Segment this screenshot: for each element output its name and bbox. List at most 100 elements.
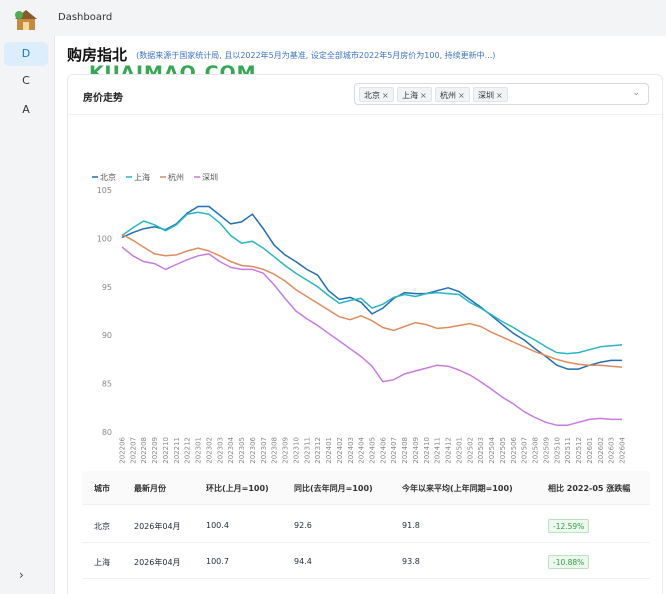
col-city: 城市	[94, 484, 110, 493]
page-title: 购房指北	[67, 46, 128, 64]
city-tag-shenzhen[interactable]: 深圳 ×	[473, 87, 508, 102]
x-tick-label: 202405	[369, 437, 377, 464]
x-tick-label: 202309	[282, 437, 290, 464]
main-content: 购房指北 (数据来源于国家统计局, 且以2022年5月为基准, 设定全部城市20…	[54, 36, 666, 594]
x-tick-label: 202505	[499, 437, 507, 464]
city-tag-beijing[interactable]: 北京 ×	[359, 87, 394, 102]
card-title: 房价走势	[83, 93, 123, 104]
col-ytd: 今年以来平均(上年同期=100)	[402, 484, 513, 493]
change-badge: -12.59%	[548, 519, 590, 533]
sidebar-item-a[interactable]: A	[22, 103, 30, 116]
x-tick-label: 202512	[575, 437, 583, 464]
row-mom: 100.7	[206, 557, 229, 566]
x-tick-label: 202601	[586, 437, 594, 464]
col-month: 最新月份	[134, 484, 166, 493]
row-ytd: 91.8	[402, 521, 420, 530]
x-tick-label: 202311	[303, 437, 311, 464]
row-yoy: 92.6	[294, 521, 312, 530]
title-row: 购房指北 (数据来源于国家统计局, 且以2022年5月为基准, 设定全部城市20…	[67, 44, 666, 65]
x-tick-label: 202210	[162, 437, 170, 464]
x-tick-label: 202511	[564, 437, 572, 464]
close-icon[interactable]: ×	[382, 91, 389, 100]
series-line-1	[121, 211, 623, 355]
row-month: 2026年04月	[134, 522, 181, 531]
x-tick-label: 202209	[151, 437, 159, 464]
breadcrumb-dashboard[interactable]: Dashboard	[58, 12, 113, 23]
x-tick-label: 202603	[608, 437, 616, 464]
y-tick-label: 95	[102, 283, 112, 292]
row-city: 北京	[94, 522, 110, 531]
change-badge: -10.88%	[548, 555, 590, 569]
x-tick-label: 202504	[488, 436, 496, 463]
x-tick-label: 202510	[553, 437, 561, 464]
top-bar: Dashboard	[0, 0, 666, 36]
y-tick-label: 100	[97, 234, 112, 243]
legend-label: 杭州	[168, 172, 184, 182]
close-icon[interactable]: ×	[458, 91, 465, 100]
x-tick-label: 202312	[314, 437, 322, 464]
city-multiselect[interactable]: 北京 × 上海 × 杭州 × 深圳 × ⌄	[354, 83, 649, 105]
col-mom: 环比(上月=100)	[206, 484, 269, 493]
x-tick-label: 202206	[119, 436, 127, 463]
x-tick-label: 202408	[401, 437, 409, 464]
x-tick-label: 202302	[205, 437, 213, 464]
x-tick-label: 202303	[216, 437, 224, 464]
x-tick-label: 202506	[510, 436, 518, 463]
chevron-right-icon[interactable]: ›	[19, 568, 24, 582]
sidebar-item-d[interactable]: D	[4, 42, 48, 66]
x-tick-label: 202503	[477, 437, 485, 464]
x-tick-label: 202509	[542, 437, 550, 464]
x-tick-label: 202508	[532, 437, 540, 464]
x-tick-label: 202604	[619, 436, 627, 463]
card-header: 房价走势 北京 × 上海 × 杭州 × 深圳 × ⌄	[68, 75, 664, 115]
x-tick-label: 202401	[325, 437, 333, 464]
close-icon[interactable]: ×	[496, 91, 503, 100]
city-tag-shanghai[interactable]: 上海 ×	[397, 87, 432, 102]
row-yoy: 94.4	[294, 557, 312, 566]
legend-label: 北京	[100, 172, 116, 182]
sidebar: D C A ›	[0, 36, 52, 594]
row-city: 上海	[94, 558, 110, 567]
x-tick-label: 202310	[292, 437, 300, 464]
x-tick-label: 202308	[271, 437, 279, 464]
x-tick-label: 202307	[260, 437, 268, 464]
x-tick-label: 202304	[227, 436, 235, 463]
x-tick-label: 202404	[358, 436, 366, 463]
table-row: 上海 2026年04月 100.7 94.4 93.8 -10.88%	[82, 545, 650, 579]
x-tick-label: 202406	[379, 436, 387, 463]
col-change: 相比 2022-05 涨跌幅	[548, 484, 631, 493]
house-logo-icon[interactable]	[14, 9, 38, 31]
close-icon[interactable]: ×	[420, 91, 427, 100]
x-tick-label: 202502	[466, 437, 474, 464]
row-month: 2026年04月	[134, 558, 181, 567]
series-line-2	[121, 233, 623, 368]
x-tick-label: 202305	[238, 437, 246, 464]
x-tick-label: 202306	[249, 436, 257, 463]
x-tick-label: 202207	[129, 437, 137, 464]
table-row: 北京 2026年04月 100.4 92.6 91.8 -12.59%	[82, 509, 650, 543]
x-tick-label: 202409	[412, 437, 420, 464]
sidebar-item-c[interactable]: C	[22, 74, 30, 87]
x-tick-label: 202412	[445, 437, 453, 464]
x-tick-label: 202301	[195, 437, 203, 464]
y-tick-label: 90	[102, 331, 112, 340]
series-line-3	[121, 246, 622, 426]
table-header: 城市 最新月份 环比(上月=100) 同比(去年同月=100) 今年以来平均(上…	[82, 471, 650, 505]
page-note: (数据来源于国家统计局, 且以2022年5月为基准, 设定全部城市2022年5月…	[136, 51, 496, 60]
row-mom: 100.4	[206, 521, 229, 530]
city-tag-hangzhou[interactable]: 杭州 ×	[435, 87, 470, 102]
y-tick-label: 105	[97, 186, 112, 195]
chevron-down-icon[interactable]: ⌄	[632, 88, 640, 98]
x-tick-label: 202208	[140, 437, 148, 464]
x-tick-label: 202402	[336, 437, 344, 464]
x-tick-label: 202602	[597, 437, 605, 464]
x-tick-label: 202212	[184, 437, 192, 464]
legend-label: 深圳	[202, 172, 218, 182]
x-tick-label: 202507	[521, 437, 529, 464]
col-yoy: 同比(去年同月=100)	[294, 484, 373, 493]
series-line-0	[121, 205, 622, 370]
legend-label: 上海	[134, 172, 150, 182]
x-tick-label: 202211	[173, 437, 181, 464]
row-ytd: 93.8	[402, 557, 420, 566]
